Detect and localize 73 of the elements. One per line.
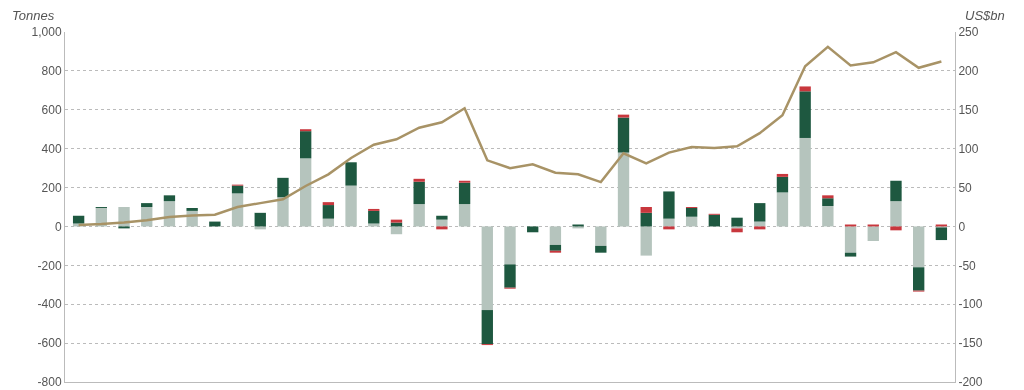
y-tick-label: 1,000 (31, 25, 62, 40)
bar (776, 173, 789, 177)
bar (345, 162, 357, 186)
bar (141, 203, 153, 207)
bar (299, 131, 312, 159)
bar (822, 195, 834, 199)
y2-tick-label: -200 (958, 375, 983, 390)
bar (277, 177, 289, 198)
y-tick-label: -400 (37, 297, 62, 312)
bar (731, 217, 743, 227)
bar (913, 267, 925, 291)
y-tick-label: 0 (54, 219, 62, 234)
bar (436, 226, 448, 230)
y-tick-label: -800 (37, 375, 62, 390)
bar (368, 210, 380, 224)
y2-axis-title: US$bn (965, 8, 1005, 23)
y-tick-label: 400 (41, 141, 62, 156)
bar (640, 207, 652, 213)
bar (776, 176, 789, 193)
bar (890, 201, 902, 227)
bar (413, 178, 425, 182)
y2-tick-label: 0 (958, 219, 966, 234)
bar (322, 205, 335, 219)
y2-tick-label: 50 (958, 180, 973, 195)
bar (436, 219, 448, 227)
bar (754, 226, 766, 230)
y2-tick-label: 100 (958, 141, 979, 156)
bar (867, 226, 879, 242)
bar (481, 310, 493, 345)
bar (72, 215, 85, 224)
bar (549, 226, 562, 245)
bar (708, 214, 721, 227)
line-series (77, 45, 943, 227)
bar (799, 86, 811, 92)
bar (595, 245, 607, 253)
y-tick-label: 200 (41, 180, 62, 195)
bar (844, 252, 857, 257)
bar (390, 219, 403, 223)
y2-tick-label: 250 (958, 25, 979, 40)
bar (663, 218, 675, 227)
y-tick-label: -600 (37, 336, 62, 351)
y2-tick-label: -100 (958, 297, 983, 312)
bar (458, 182, 471, 205)
bar (640, 212, 652, 227)
y-tick-label: 800 (41, 64, 62, 79)
bar (685, 207, 698, 217)
bar (549, 244, 562, 251)
bar (822, 198, 834, 207)
bar (731, 228, 743, 233)
bar (663, 226, 675, 230)
bar (799, 91, 811, 138)
bar (890, 226, 902, 231)
y-tick-label: 600 (41, 102, 62, 117)
bar (663, 191, 675, 219)
bar (413, 181, 425, 205)
y2-tick-label: 200 (958, 64, 979, 79)
y-tick-label: -200 (37, 258, 62, 273)
y2-tick-label: -50 (958, 258, 977, 273)
bar (754, 203, 766, 222)
bar (186, 207, 198, 211)
bar (436, 215, 448, 220)
bar (322, 202, 335, 206)
bar (935, 227, 948, 241)
bar (163, 195, 176, 202)
y2-tick-label: 150 (958, 102, 979, 117)
bar (254, 212, 266, 227)
bar (504, 264, 516, 288)
y-axis-title: Tonnes (12, 8, 55, 23)
bar (617, 117, 630, 153)
y2-tick-label: -150 (958, 336, 983, 351)
bar (890, 180, 902, 202)
bar (617, 114, 630, 118)
bar (527, 226, 539, 233)
